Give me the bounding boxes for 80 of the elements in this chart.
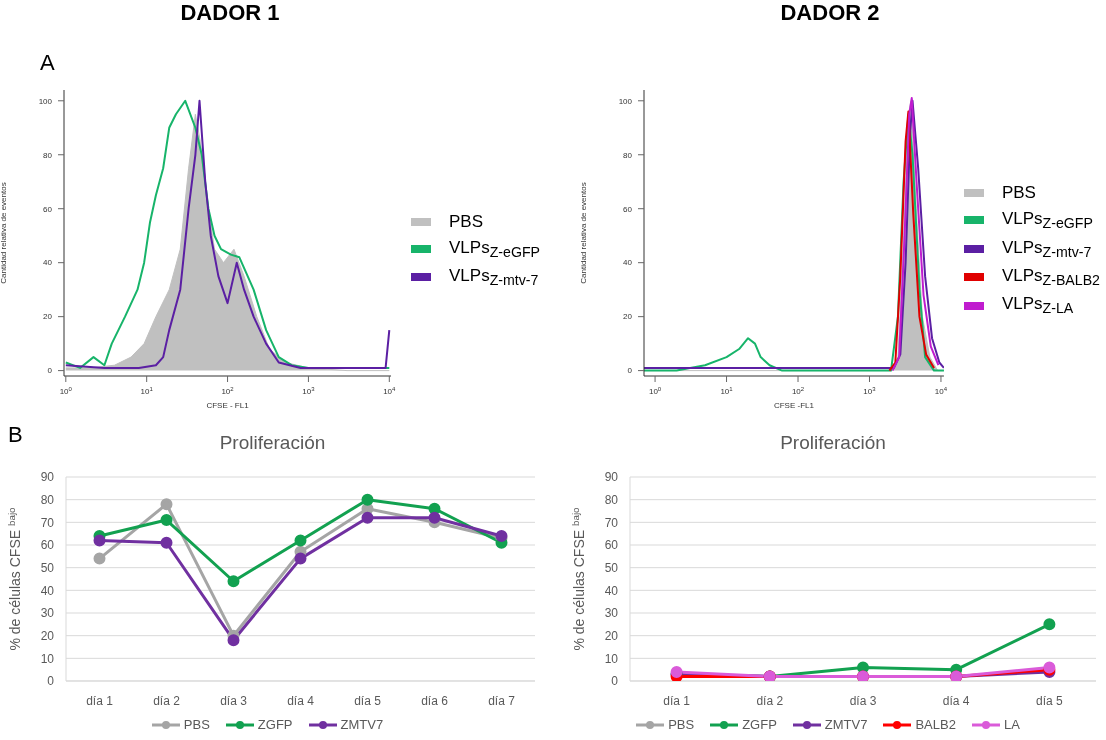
legend-label: VLPs$_{Z-eGFP}$ [1001,209,1093,232]
y-tick-label: 90 [40,470,55,485]
x-tick-label: 10$^{4}$ [934,386,948,396]
y-tick-label: 100 [38,96,53,106]
y-tick-label: 20 [604,628,619,643]
y-tick-label: 80 [43,150,53,160]
x-tick-label: día 4 [287,694,315,708]
x-tick-label: 10$^{1}$ [140,386,154,396]
legend-label: VLPs$_{Z-mtv-7}$ [449,266,539,289]
legend-label: PBS [183,717,210,732]
legend-label: ZGFP [742,717,777,732]
x-axis-title: CFSE -FL1 [773,400,815,410]
y-tick-label: 0 [47,674,55,689]
y-tick-label: 80 [604,492,619,507]
legend-label: PBS [668,717,695,732]
x-tick-label: 10$^{0}$ [648,386,662,396]
x-tick-label: 10$^{1}$ [720,386,734,396]
legend-label: BALB2 [915,717,956,732]
y-tick-label: 80 [623,150,633,160]
text: B [8,422,23,448]
chart-title: DADOR 1 [179,0,281,26]
x-axis-title: CFSE - FL1 [206,400,250,410]
x-tick-label: día 1 [663,694,691,708]
y-tick-label: 10 [40,651,55,666]
y-tick-label: 0 [611,674,619,689]
x-tick-label: 10$^{3}$ [863,386,877,396]
y-tick-label: 50 [604,560,619,575]
y-tick-label: 30 [40,606,55,621]
x-tick-label: día 3 [220,694,248,708]
x-tick-label: día 7 [488,694,516,708]
y-tick-label: 40 [43,258,53,268]
y-tick-label: 10 [604,651,619,666]
y-tick-label: 0 [627,366,633,376]
legend-label: ZMTV7 [824,717,868,732]
legend-label: VLPs$_{Z-eGFP}$ [449,237,540,260]
y-axis-title: Cantidad relativa de eventos [0,182,8,284]
y-tick-label: 20 [40,628,55,643]
x-tick-label: día 6 [421,694,449,708]
y-tick-label: 20 [623,312,633,322]
y-tick-label: 20 [43,312,53,322]
text: A [40,50,55,76]
legend-label: ZMTV7 [340,717,384,732]
legend-label: VLPs$_{Z-BALB2}$ [1001,266,1100,289]
y-axis-title: Cantidad relativa de eventos [579,182,588,284]
y-tick-label: 60 [604,538,619,553]
x-tick-label: 10$^{2}$ [221,386,235,396]
x-tick-label: 10$^{3}$ [302,386,316,396]
chart-title: DADOR 2 [779,0,881,26]
x-tick-label: día 3 [849,694,877,708]
y-tick-label: 100 [618,96,633,106]
x-tick-label: 10$^{0}$ [59,386,73,396]
x-tick-label: día 5 [1036,694,1064,708]
x-tick-label: día 4 [942,694,970,708]
y-tick-label: 0 [47,366,53,376]
y-tick-label: 30 [604,606,619,621]
y-tick-label: 60 [40,538,55,553]
y-tick-label: 70 [604,515,619,530]
y-tick-label: 40 [604,583,619,598]
y-tick-label: 60 [43,204,53,214]
legend-label: ZGFP [257,717,293,732]
chart-title: Proliferación [779,432,887,454]
legend-label: PBS [449,211,484,232]
x-tick-label: día 5 [354,694,382,708]
legend-label: PBS [1001,183,1036,204]
y-tick-label: 40 [623,258,633,268]
y-tick-label: 60 [623,204,633,214]
y-tick-label: 50 [40,560,55,575]
legend-label: VLPs$_{Z-LA}$ [1001,294,1074,317]
legend-label: LA [1003,717,1020,732]
x-tick-label: día 2 [756,694,784,708]
y-tick-label: 40 [40,583,55,598]
chart-title: Proliferación [219,432,326,453]
x-tick-label: 10$^{2}$ [791,386,805,396]
x-tick-label: día 1 [86,694,114,708]
y-tick-label: 80 [40,492,55,507]
x-tick-label: día 2 [153,694,181,708]
y-tick-label: 90 [604,470,619,485]
y-tick-label: 70 [40,515,55,530]
x-tick-label: 10$^{4}$ [383,386,397,396]
legend-label: VLPs$_{Z-mtv-7}$ [1001,237,1092,260]
